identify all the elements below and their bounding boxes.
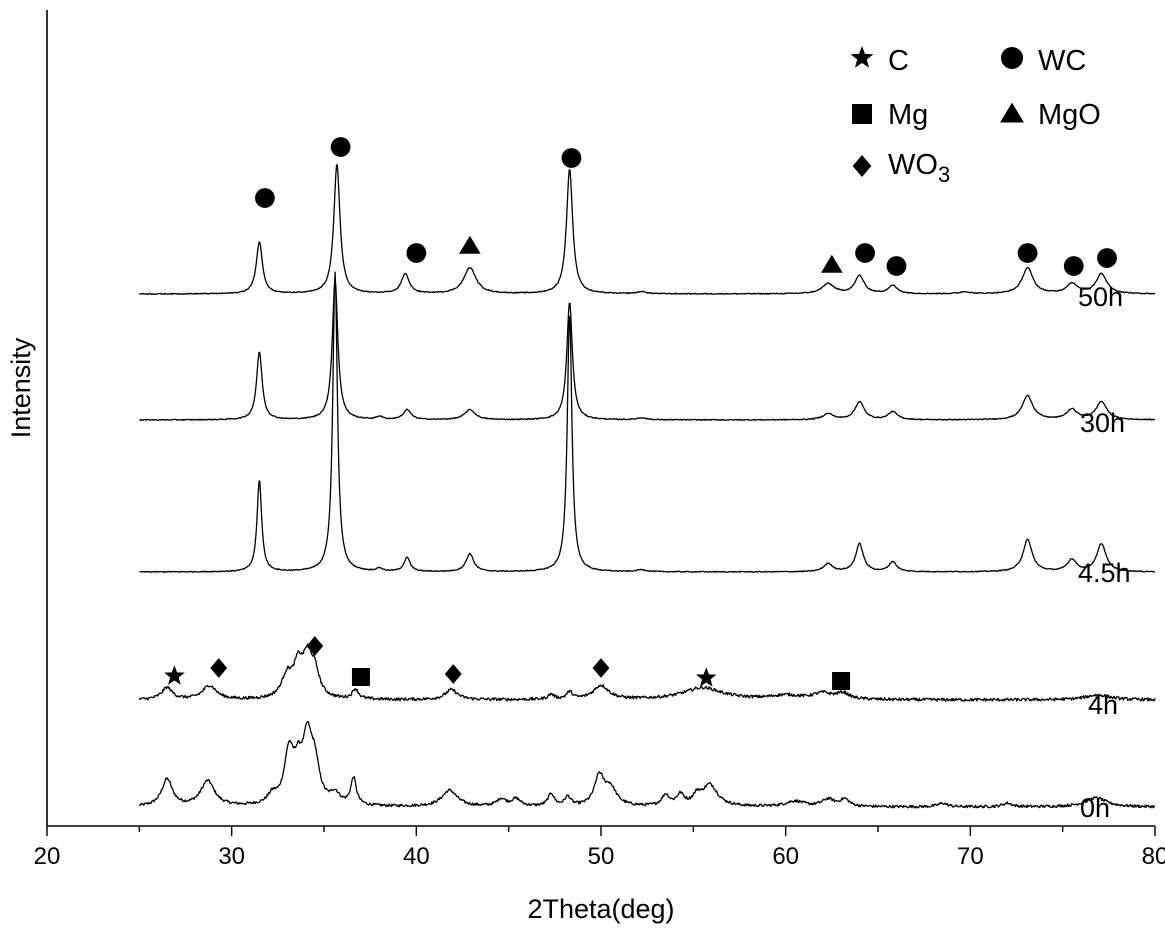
legend-entry: Mg	[852, 99, 928, 131]
series-label-4_5h: 4.5h	[1078, 558, 1131, 588]
legend: C WC Mg MgO WO3	[850, 45, 1101, 187]
series-line-4_5h	[139, 271, 1156, 573]
annotation-circle-icon	[1017, 243, 1038, 263]
legend-label: WO3	[888, 149, 950, 187]
annotation-circle-icon	[255, 188, 275, 208]
x-tick-label: 80	[1142, 843, 1165, 870]
x-axis-title: 2Theta(deg)	[527, 894, 674, 924]
annotation-star-icon	[695, 667, 717, 687]
legend-circle-icon	[1001, 47, 1023, 69]
legend-entry: WO3	[852, 149, 950, 187]
legend-star-icon	[850, 46, 874, 68]
legend-diamond-icon	[852, 155, 872, 177]
x-tick-label: 40	[403, 843, 430, 870]
legend-triangle-icon	[1000, 102, 1024, 123]
legend-square-icon	[852, 104, 872, 124]
series-label-30h: 30h	[1080, 408, 1125, 438]
annotation-circle-icon	[1097, 248, 1117, 268]
series-label-4h: 4h	[1088, 690, 1118, 720]
legend-entry: MgO	[1000, 99, 1101, 131]
annotation-circle-icon	[561, 148, 582, 168]
legend-label: WC	[1038, 45, 1086, 77]
annotation-circle-icon	[330, 137, 351, 157]
annotation-diamond-icon	[444, 664, 462, 684]
x-tick-label: 30	[218, 843, 245, 870]
annotation-diamond-icon	[592, 658, 610, 678]
x-tick-label: 70	[957, 843, 984, 870]
series-line-30h	[139, 278, 1156, 422]
x-tick-label: 60	[772, 843, 799, 870]
annotation-circle-icon	[1063, 256, 1084, 276]
annotation-square-icon	[832, 672, 851, 690]
annotation-circle-icon	[406, 243, 427, 263]
annotation-triangle-icon	[459, 235, 481, 254]
legend-entry: C	[850, 45, 909, 77]
legend-entry: WC	[1001, 45, 1086, 77]
annotation-circle-icon	[886, 256, 907, 276]
y-axis-title: Intensity	[6, 337, 36, 438]
series-line-4h	[138, 643, 1156, 702]
annotation-triangle-icon	[821, 254, 843, 273]
series-label-0h: 0h	[1080, 793, 1110, 823]
series-line-50h	[139, 164, 1156, 295]
legend-label: Mg	[888, 99, 928, 131]
series-label-50h: 50h	[1078, 282, 1123, 312]
x-tick-label: 20	[34, 843, 61, 870]
annotation-circle-icon	[855, 243, 875, 263]
x-tick-label: 50	[588, 843, 615, 870]
series-layer: 0h 4h 4.5h 30h 50h	[138, 164, 1156, 823]
annotation-star-icon	[164, 665, 185, 685]
series-line-0h	[138, 720, 1156, 809]
annotation-square-icon	[351, 668, 370, 686]
legend-label: MgO	[1038, 99, 1101, 131]
annotation-diamond-icon	[306, 636, 324, 656]
annotation-diamond-icon	[210, 658, 228, 678]
peak-annotations	[164, 137, 1117, 690]
legend-label: C	[888, 45, 909, 77]
axes: 20 30 40 50 60 70 80	[34, 10, 1165, 870]
